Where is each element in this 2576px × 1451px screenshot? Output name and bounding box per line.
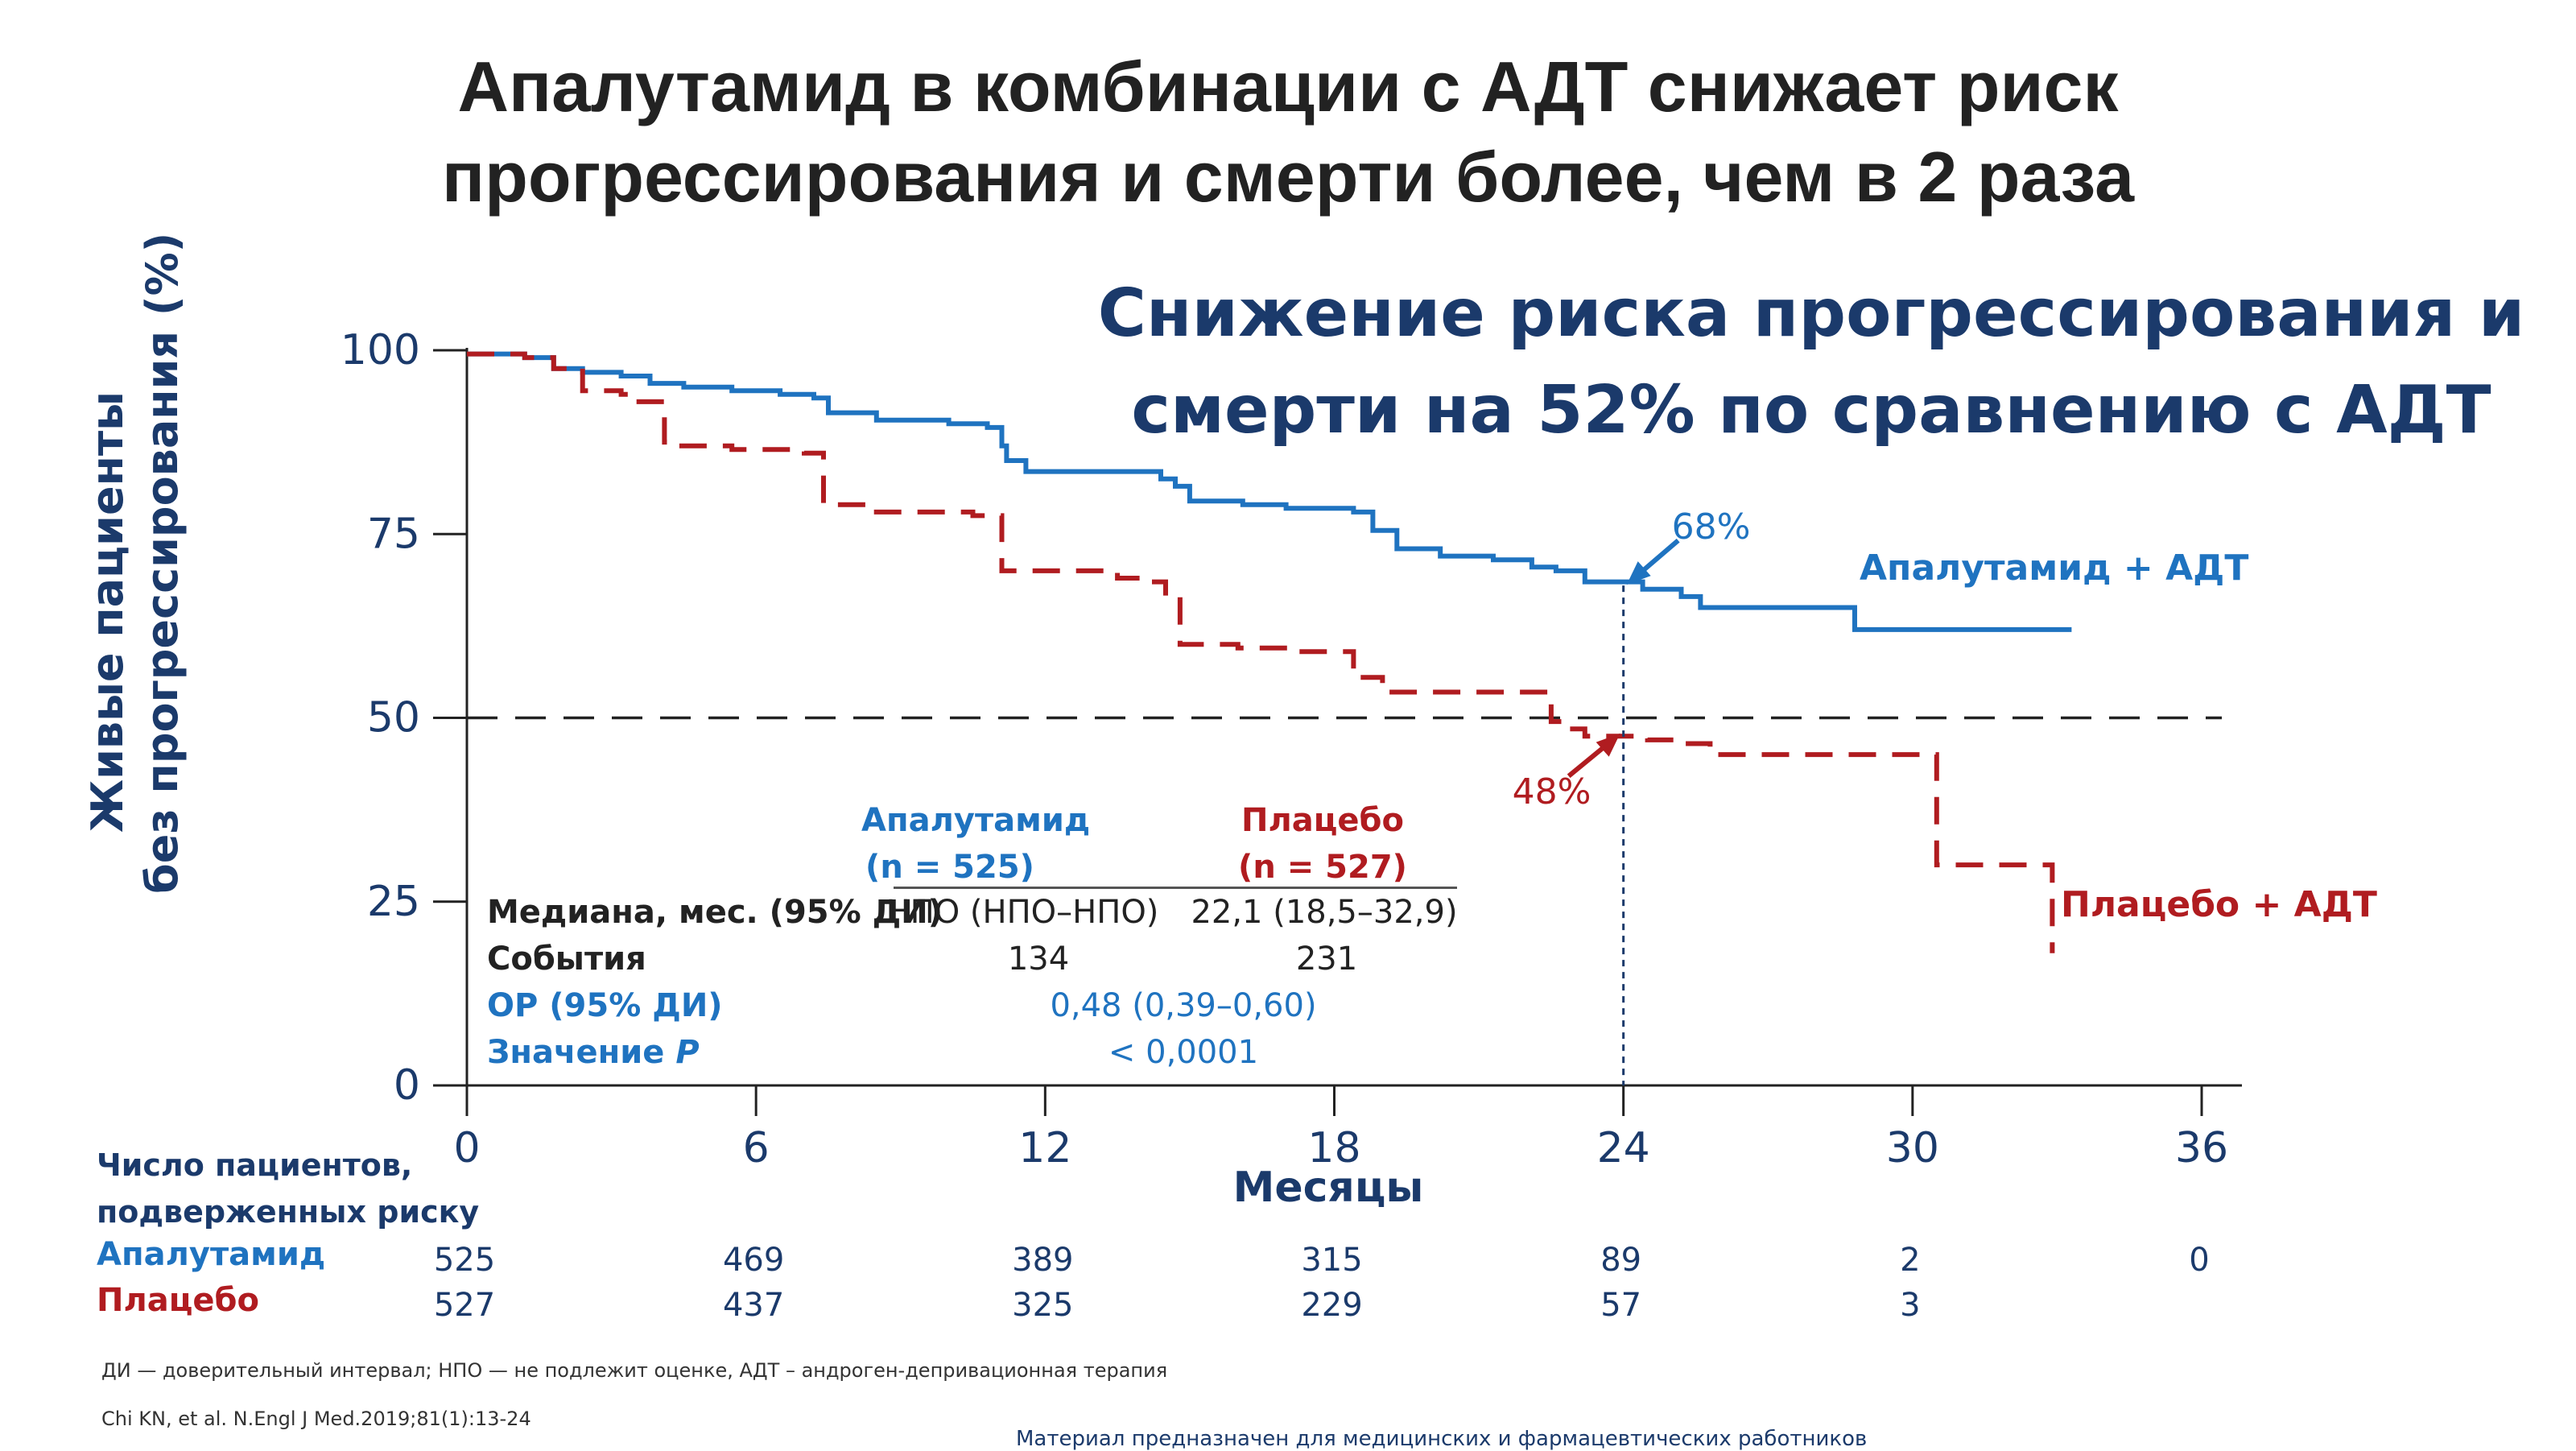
x-tick-label-6: 6 [743, 1124, 770, 1172]
stats-col2-n: (n = 527) [1234, 849, 1411, 886]
footnote-disclaimer: Материал предназначен для медицинских и … [1016, 1427, 1868, 1451]
annotation-68: 68% [1672, 506, 1751, 548]
risk-apalutamide-count-6: 469 [722, 1242, 785, 1279]
page-title: Апалутамид в комбинации с АДТ снижает ри… [0, 42, 2576, 222]
series-layer [467, 351, 2072, 953]
stats-header-rule [894, 887, 1457, 889]
risk-apalutamide-count-36: 0 [2189, 1242, 2210, 1279]
risk-label-apalutamide: Апалутамид [97, 1236, 326, 1273]
risk-placebo-count-12: 325 [1012, 1287, 1074, 1324]
annotation-layer: 68% 48% [1513, 506, 1751, 1085]
arrow-68-head [1626, 561, 1651, 585]
x-tick-label-18: 18 [1307, 1124, 1360, 1172]
risk-apalutamide-count-24: 89 [1600, 1242, 1642, 1279]
stats-col2-header-line1: Плацебо [1241, 802, 1404, 839]
x-tick-label-0: 0 [453, 1124, 480, 1172]
risk-placebo-count-24: 57 [1600, 1287, 1642, 1324]
stats-hr-label: ОР (95% ДИ) [487, 987, 723, 1024]
stats-p-label-prefix: Значение [487, 1034, 676, 1071]
stats-row-median-v2: 22,1 (18,5–32,9) [1191, 894, 1458, 931]
risk-label-placebo: Плацебо [97, 1282, 259, 1319]
stats-row-median-label: Медиана, мес. (95% ДИ) [487, 894, 943, 931]
footnote-citation: Chi KN, et al. N.Engl J Med.2019;81(1):1… [101, 1408, 531, 1430]
y-tick-label-25: 25 [367, 878, 420, 926]
risk-table-header: Число пациентов, подверженных риску [97, 1142, 479, 1235]
y-tick-label-75: 75 [367, 510, 420, 558]
page-title-line2: прогрессирования и смерти более, чем в 2… [441, 137, 2135, 217]
stats-p-value: < 0,0001 [1108, 1034, 1259, 1071]
stats-col1-header-line1: Апалутамид [861, 802, 1091, 839]
risk-placebo-count-6: 437 [722, 1287, 785, 1324]
risk-apalutamide-count-12: 389 [1012, 1242, 1074, 1279]
label-placebo-series-text: Плацебо + АДТ [2061, 884, 2377, 925]
page-title-line1: Апалутамид в комбинации с АДТ снижает ри… [457, 47, 2119, 126]
arrow-48-head [1596, 733, 1620, 757]
x-tick-label-12: 12 [1018, 1124, 1071, 1172]
risk-table-header-line2: подверженных риску [97, 1194, 480, 1230]
y-tick-label-0: 0 [394, 1061, 420, 1110]
x-tick-label-24: 24 [1597, 1124, 1650, 1172]
subtitle-line1: Снижение риска прогрессирования и [1097, 275, 2525, 352]
risk-placebo-count-18: 229 [1301, 1287, 1363, 1324]
stats-col1-n: (n = 525) [861, 849, 1038, 886]
series-line-apalutamide [467, 351, 2072, 632]
risk-apalutamide-count-0: 525 [433, 1242, 496, 1279]
x-axis-title: Месяцы [1233, 1164, 1424, 1212]
label-placebo-series: Плацебо + АДТ [2061, 884, 2377, 925]
stats-row-events-v2: 231 [1295, 940, 1358, 978]
risk-table-header-line1: Число пациентов, [97, 1147, 413, 1183]
stats-row-events-label: События [487, 940, 646, 978]
stats-row-median-v1: НПО (НПО–НПО) [886, 894, 1159, 931]
risk-placebo-count-0: 527 [433, 1287, 496, 1324]
stats-p-label-italic: P [675, 1034, 700, 1071]
axes: 0 25 50 75 100 0 6 12 18 24 30 36 Месяцы [341, 326, 2242, 1212]
y-tick-label-50: 50 [367, 694, 420, 742]
risk-apalutamide-count-30: 2 [1900, 1242, 1921, 1279]
stats-col2-header: Плацебо [1234, 802, 1411, 839]
stats-p-label: Значение P [487, 1034, 700, 1071]
stats-col1-header-line2: (n = 525) [865, 849, 1034, 886]
chart-subtitle: Снижение риска прогрессирования и смерти… [1046, 266, 2576, 459]
stats-hr-value: 0,48 (0,39–0,60) [1050, 987, 1317, 1024]
label-apalutamide-series: Апалутамид + АДТ [1860, 548, 2248, 589]
annotation-48: 48% [1513, 771, 1591, 812]
x-tick-label-36: 36 [2175, 1124, 2228, 1172]
stats-col2-header-line2: (n = 527) [1238, 849, 1407, 886]
subtitle-line2: смерти на 52% по сравнению с АДТ [1131, 372, 2491, 449]
x-tick-label-30: 30 [1886, 1124, 1939, 1172]
label-apalutamide-series-text: Апалутамид + АДТ [1860, 548, 2249, 589]
stats-col1-header: Апалутамид [861, 802, 1091, 839]
footnote-abbreviations: ДИ — доверительный интервал; НПО — не по… [101, 1359, 1168, 1382]
risk-apalutamide-count-18: 315 [1301, 1242, 1363, 1279]
risk-placebo-count-30: 3 [1900, 1287, 1921, 1324]
series-line-placebo [467, 351, 2055, 953]
y-tick-label-100: 100 [341, 326, 420, 374]
stats-row-events-v1: 134 [1007, 940, 1070, 978]
